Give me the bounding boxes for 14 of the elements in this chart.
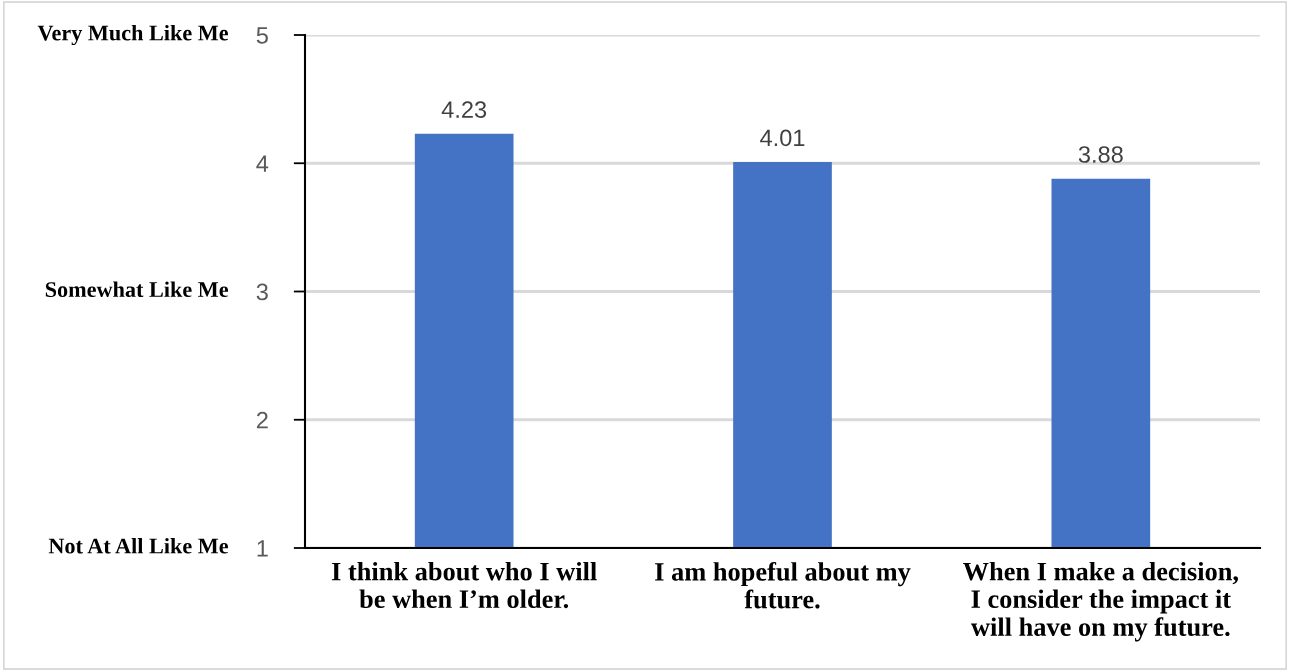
y-tick-label: 2 [256, 411, 268, 429]
y-tick-label: 1 [257, 540, 268, 557]
y-tick-label: 5 [256, 27, 268, 44]
y-tick-label: 3 [256, 283, 268, 301]
x-tick-label: I am hopeful about my future. [655, 561, 911, 609]
data-label: 3.88 [1078, 146, 1123, 163]
x-tick-label: I think about who I will be when I’m older. [331, 561, 597, 609]
data-label: 4.23 [441, 101, 487, 118]
text: Not At All Like Me [48, 537, 229, 554]
data-label: 4.01 [760, 129, 805, 147]
text: Very Much Like Me [37, 24, 229, 46]
y-tick-label: 4 [256, 155, 269, 172]
text: Somewhat Like Me [45, 281, 229, 298]
x-tick-label: When I make a decision, I consider the impact it will have on my future. [963, 561, 1239, 642]
